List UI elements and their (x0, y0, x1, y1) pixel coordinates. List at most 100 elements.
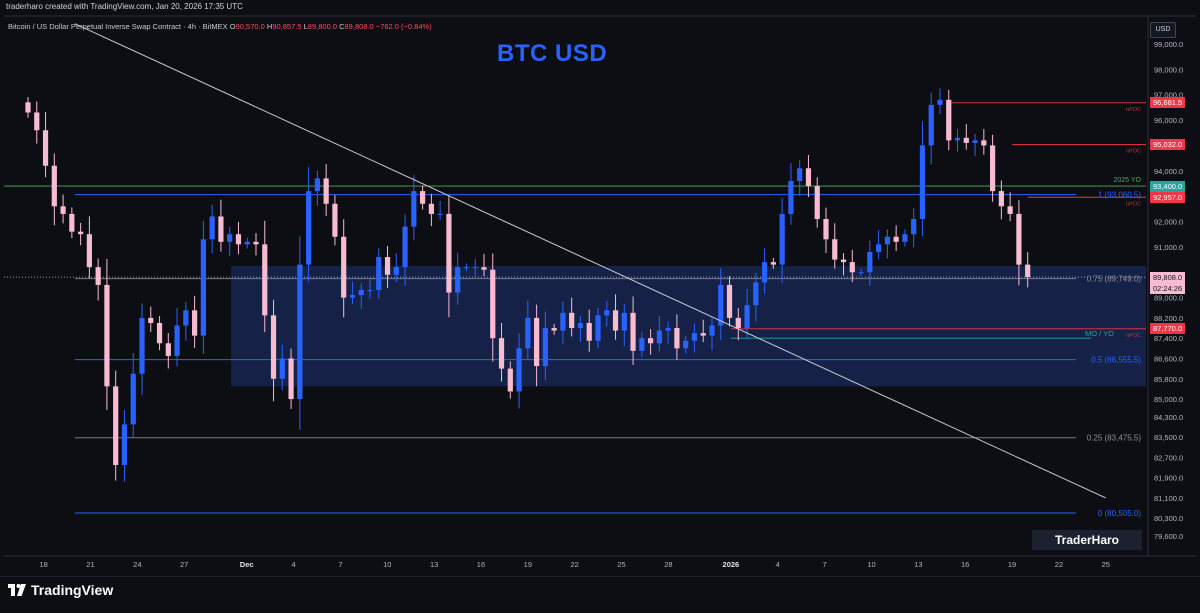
symbol-name[interactable]: Bitcoin / US Dollar Perpetual Inverse Sw… (8, 22, 228, 31)
candle-body (849, 262, 855, 273)
candle-body (612, 310, 619, 331)
candle (227, 226, 233, 256)
candle-body (832, 239, 838, 260)
fib-label: 0.25 (83,475.5) (1087, 434, 1142, 443)
candle (718, 268, 724, 340)
candle (270, 299, 277, 402)
candle-body (937, 99, 943, 105)
candle-body (244, 241, 250, 245)
candle-body (341, 236, 347, 298)
candle-body (542, 328, 548, 367)
candle-body (393, 267, 399, 275)
candle-body (604, 310, 610, 316)
candle-body (718, 284, 724, 326)
yearly-open-label: 2025 YO (1113, 177, 1141, 184)
tradingview-logo[interactable]: TradingView (8, 582, 113, 598)
candle (498, 322, 505, 382)
candle-body (876, 244, 882, 252)
time-axis-label: 2026 (723, 560, 740, 569)
candle-body (60, 206, 66, 214)
price-axis-label: 96,000.0 (1154, 116, 1183, 125)
price-tag: 87,770.0 (1150, 323, 1186, 335)
candle (639, 332, 645, 357)
price-tag: 96,681.5 (1150, 97, 1186, 109)
candle (630, 296, 636, 365)
npoc-label: nPOC (1126, 107, 1141, 113)
candle-body (332, 203, 338, 237)
price-tag: 93,400.0 (1150, 180, 1186, 192)
candle-body (867, 251, 873, 273)
candle (69, 207, 75, 239)
candle (78, 222, 84, 246)
candle-body (726, 284, 733, 318)
candle-body (227, 234, 233, 242)
candle-body (840, 259, 847, 263)
candles-group (25, 88, 1031, 482)
candle (288, 348, 294, 409)
candle (192, 295, 198, 348)
candle-body (306, 191, 312, 265)
fib-label: 0 (80,505.0) (1098, 509, 1141, 518)
candle (42, 111, 49, 178)
candle-body (279, 358, 285, 379)
candle (612, 294, 619, 340)
price-axis-label: 83,500.0 (1154, 433, 1183, 442)
monthly-open-label: MO / YO (1085, 329, 1114, 338)
candle (674, 314, 680, 360)
candle (104, 259, 110, 410)
chart-title: BTC USD (497, 40, 608, 67)
candle (700, 319, 706, 343)
candle-body (288, 358, 294, 400)
candle-body (490, 269, 496, 339)
fib-label: 1 (93,060.5) (1098, 191, 1141, 200)
candle (595, 307, 601, 349)
candle-body (893, 236, 899, 242)
candle-body (691, 333, 698, 341)
time-axis-label: Dec (240, 560, 254, 569)
descending-trendline (74, 23, 1106, 499)
candle-body (507, 368, 513, 392)
candle (367, 279, 373, 299)
candle (323, 163, 329, 216)
candle (560, 301, 566, 344)
candle-body (455, 267, 461, 293)
candle-body (218, 216, 224, 242)
candle-body (446, 213, 452, 293)
candle-body (762, 262, 768, 283)
candle-body (358, 290, 364, 296)
candle-body (621, 312, 627, 331)
npoc-label: nPOC (1126, 333, 1141, 339)
candle (446, 196, 452, 318)
candle-body (253, 241, 259, 245)
time-axis-label: 7 (823, 560, 827, 569)
candle-body (314, 178, 320, 192)
candle (121, 409, 128, 482)
time-axis-label: 16 (961, 560, 969, 569)
symbol-info-line: Bitcoin / US Dollar Perpetual Inverse Sw… (8, 22, 432, 31)
candle-body (174, 325, 180, 356)
open-value: 90,570.0 (235, 22, 265, 31)
candle (437, 200, 443, 221)
candle-body (630, 312, 636, 351)
price-chart[interactable]: 1 (93,060.5) 0.75 (89,749.0) 0.5 (86,555.5… (0, 0, 1200, 576)
price-axis-label: 87,400.0 (1154, 334, 1183, 343)
candle (797, 160, 803, 196)
currency-button[interactable]: USD (1150, 22, 1176, 38)
candle-body (148, 317, 154, 323)
candle-body (376, 257, 382, 290)
candle (507, 361, 513, 399)
candle (51, 153, 57, 226)
candle-body (95, 267, 101, 285)
candle-body (420, 191, 426, 204)
candle-body (788, 180, 794, 214)
candle (402, 214, 408, 287)
candle-body (972, 140, 978, 143)
high-value: 90,857.5 (272, 22, 302, 31)
candle-body (577, 322, 584, 329)
candle (709, 317, 715, 351)
candle-body (998, 191, 1004, 207)
candle (744, 288, 750, 338)
candle-body (481, 267, 487, 270)
low-label: L (303, 22, 308, 31)
candle (1007, 192, 1013, 222)
